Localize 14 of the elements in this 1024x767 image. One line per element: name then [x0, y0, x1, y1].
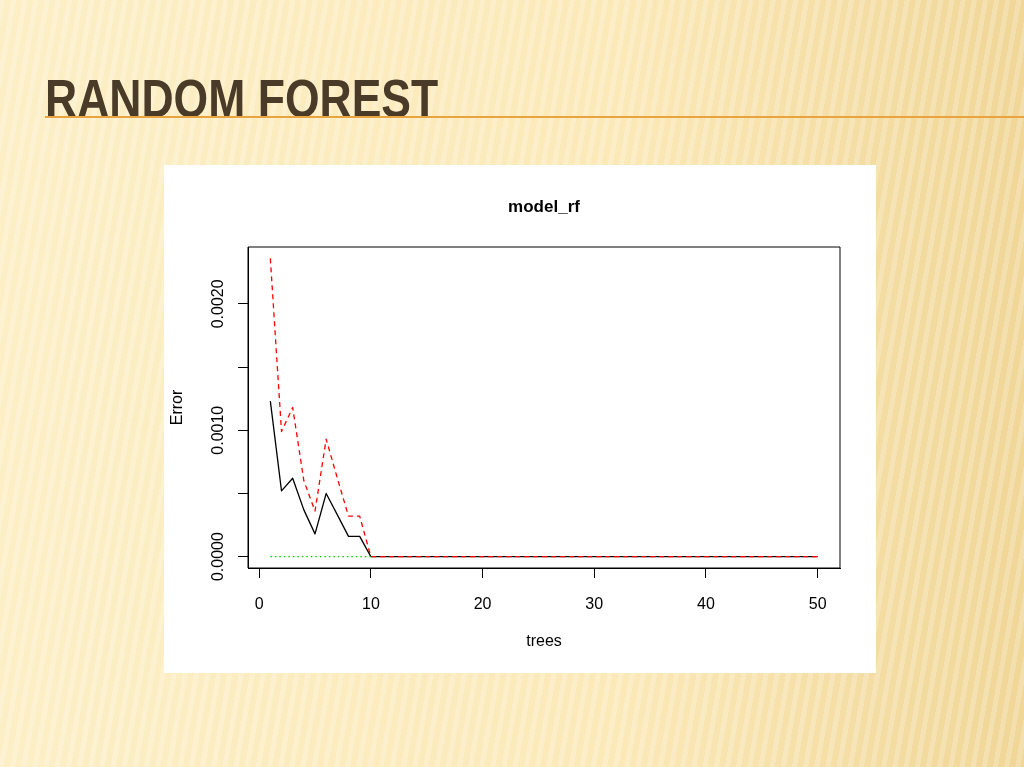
- x-tick-label: 20: [473, 595, 492, 613]
- x-tick-label: 30: [585, 595, 604, 613]
- x-tick-label: 10: [361, 595, 380, 613]
- y-tick-label: 0.0010: [209, 405, 227, 455]
- line-series: [269, 257, 819, 558]
- x-tick-label: 50: [808, 595, 827, 613]
- y-tick-label: 0.0000: [209, 532, 227, 582]
- x-tick-label: 40: [697, 595, 715, 613]
- chart-title: RANDOM FOREST: [45, 69, 439, 128]
- x-axis-title: trees: [526, 631, 562, 649]
- y-tick-label: 0.0020: [209, 279, 227, 329]
- y-axis-title: Error: [168, 389, 186, 426]
- x-tick-label: 0: [254, 595, 264, 613]
- chart-subtitle: model_rf: [508, 196, 581, 216]
